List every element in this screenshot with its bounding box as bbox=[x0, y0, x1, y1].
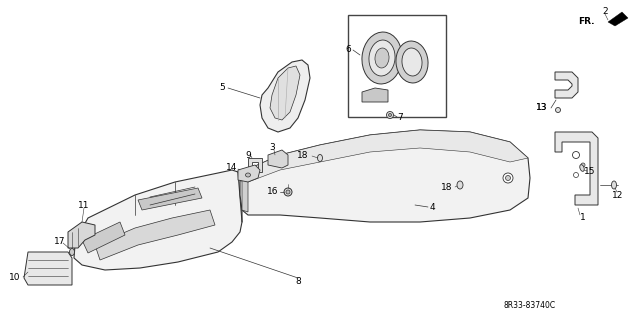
Polygon shape bbox=[138, 188, 202, 210]
Ellipse shape bbox=[506, 175, 511, 181]
Polygon shape bbox=[555, 72, 578, 98]
Text: 3: 3 bbox=[269, 144, 275, 152]
Polygon shape bbox=[24, 252, 72, 285]
Ellipse shape bbox=[396, 41, 428, 83]
Text: 1: 1 bbox=[580, 213, 586, 222]
Polygon shape bbox=[555, 132, 598, 205]
Text: 12: 12 bbox=[612, 190, 624, 199]
Polygon shape bbox=[270, 66, 300, 120]
Text: 6: 6 bbox=[345, 46, 351, 55]
Ellipse shape bbox=[580, 165, 584, 171]
Ellipse shape bbox=[556, 108, 561, 113]
Text: 9: 9 bbox=[245, 151, 251, 160]
Polygon shape bbox=[268, 150, 288, 168]
Ellipse shape bbox=[388, 114, 392, 116]
Text: 4: 4 bbox=[429, 204, 435, 212]
Ellipse shape bbox=[457, 181, 463, 189]
Bar bbox=[352, 152, 390, 174]
Polygon shape bbox=[248, 158, 262, 172]
Ellipse shape bbox=[369, 40, 395, 76]
Bar bbox=[400, 148, 438, 170]
Text: 16: 16 bbox=[266, 188, 278, 197]
Text: 17: 17 bbox=[54, 238, 66, 247]
Ellipse shape bbox=[503, 173, 513, 183]
Bar bbox=[348, 15, 446, 117]
Polygon shape bbox=[238, 165, 260, 182]
Ellipse shape bbox=[246, 173, 250, 177]
Polygon shape bbox=[608, 12, 628, 26]
Text: 13: 13 bbox=[536, 103, 548, 113]
Polygon shape bbox=[68, 222, 95, 248]
Ellipse shape bbox=[581, 163, 585, 167]
Polygon shape bbox=[82, 222, 125, 253]
Text: 14: 14 bbox=[227, 164, 237, 173]
Text: 5: 5 bbox=[219, 84, 225, 93]
Bar bbox=[305, 158, 343, 180]
Ellipse shape bbox=[70, 249, 74, 256]
Ellipse shape bbox=[387, 112, 394, 118]
Ellipse shape bbox=[362, 32, 402, 84]
Ellipse shape bbox=[375, 48, 389, 68]
Ellipse shape bbox=[573, 173, 579, 177]
Polygon shape bbox=[95, 210, 215, 260]
Text: FR.: FR. bbox=[579, 18, 595, 26]
Text: 13: 13 bbox=[536, 103, 548, 113]
Polygon shape bbox=[74, 170, 242, 270]
Polygon shape bbox=[362, 88, 388, 102]
Text: 7: 7 bbox=[397, 114, 403, 122]
Text: 18: 18 bbox=[296, 151, 308, 160]
Text: 18: 18 bbox=[440, 183, 452, 192]
Polygon shape bbox=[240, 130, 530, 222]
Ellipse shape bbox=[317, 154, 323, 161]
Ellipse shape bbox=[402, 48, 422, 76]
Ellipse shape bbox=[284, 188, 292, 196]
Text: 10: 10 bbox=[8, 273, 20, 283]
Text: 2: 2 bbox=[602, 8, 608, 17]
Polygon shape bbox=[242, 178, 248, 212]
Polygon shape bbox=[242, 130, 528, 182]
Text: 11: 11 bbox=[78, 201, 90, 210]
Ellipse shape bbox=[573, 152, 579, 159]
Text: 8: 8 bbox=[295, 277, 301, 286]
Ellipse shape bbox=[286, 190, 290, 194]
Text: 8R33-83740C: 8R33-83740C bbox=[504, 300, 556, 309]
Ellipse shape bbox=[611, 181, 616, 189]
Text: 15: 15 bbox=[584, 167, 596, 176]
Polygon shape bbox=[260, 60, 310, 132]
